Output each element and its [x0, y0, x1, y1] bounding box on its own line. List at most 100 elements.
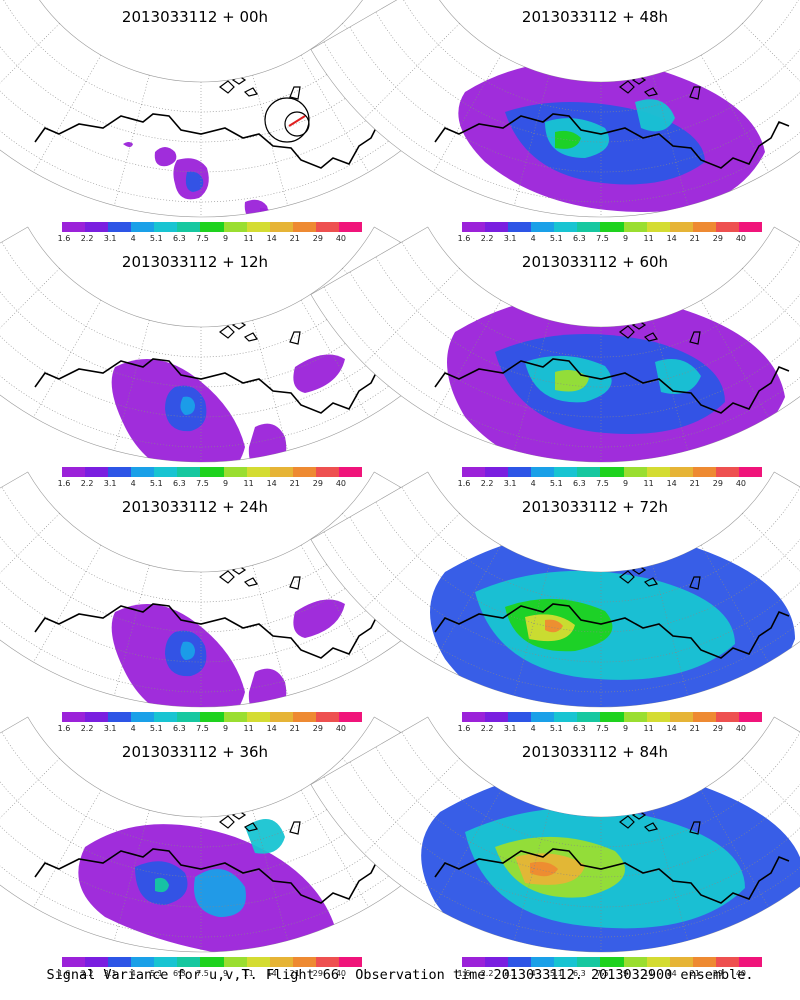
- colorbar-tick-label: 6.3: [173, 479, 186, 488]
- colorbar-tick-label: 7.5: [596, 234, 609, 243]
- colorbar-tick-label: 11: [243, 969, 254, 978]
- colorbar-swatch: [292, 222, 316, 232]
- colorbar-tick-label: 2.2: [80, 234, 94, 243]
- colorbar-swatch: [692, 467, 716, 477]
- colorbar-swatch: [200, 957, 224, 967]
- variance-shading: [78, 819, 335, 952]
- colorbar-tick-label: 1.6: [457, 969, 471, 978]
- colorbar-swatch: [223, 222, 247, 232]
- colorbar-tick-label: 3.1: [503, 724, 517, 733]
- colorbar-swatch: [738, 222, 763, 232]
- colorbar-tick-label: 21: [289, 479, 300, 488]
- colorbar-swatch: [531, 467, 555, 477]
- colorbar-tick-label: 1.6: [457, 234, 471, 243]
- colorbar-tick-label: 6.3: [573, 724, 586, 733]
- colorbar-tick-label: 4: [530, 479, 536, 488]
- colorbar-swatch: [223, 957, 247, 967]
- colorbar-tick-label: 11: [243, 724, 254, 733]
- colorbar-tick-label: 4: [130, 724, 136, 733]
- colorbar-swatch: [85, 222, 109, 232]
- colorbar-swatch: [646, 957, 670, 967]
- colorbar-swatch: [85, 957, 109, 967]
- colorbar-tick-label: 21: [689, 724, 700, 733]
- colorbar-tick-label: 7.5: [196, 479, 209, 488]
- panel-title-60h: 2013033112 + 60h: [521, 253, 669, 271]
- colorbar-tick-label: 9: [222, 724, 229, 733]
- colorbar-tick-label: 40: [335, 724, 347, 733]
- colorbar-tick-label: 21: [289, 234, 300, 243]
- colorbar-swatch: [715, 222, 739, 232]
- colorbar-swatch: [200, 712, 224, 722]
- colorbar-tick-label: 14: [666, 234, 677, 243]
- colorbar-tick-label: 40: [335, 479, 347, 488]
- colorbar-12h: [62, 467, 363, 477]
- colorbar-swatch: [338, 467, 363, 477]
- colorbar-tick-label: 40: [335, 234, 347, 243]
- colorbar-tick-label: 7.5: [196, 234, 209, 243]
- colorbar-tick-label: 21: [689, 969, 700, 978]
- variance-contour-0: [154, 147, 177, 167]
- colorbar-swatch: [315, 712, 339, 722]
- colorbar-swatch: [131, 957, 155, 967]
- variance-contour-3: [248, 423, 287, 462]
- variance-contour-5: [123, 142, 133, 147]
- colorbar-tick-label: 14: [666, 969, 677, 978]
- panel-title-24h: 2013033112 + 24h: [121, 498, 269, 516]
- colorbar-tick-label: 21: [289, 969, 300, 978]
- colorbar-84h: [462, 957, 763, 967]
- colorbar-swatch: [315, 222, 339, 232]
- colorbar-swatch: [531, 222, 555, 232]
- colorbar-swatch: [177, 957, 201, 967]
- colorbar-swatch: [669, 712, 693, 722]
- colorbar-swatch: [246, 712, 270, 722]
- colorbar-swatch: [715, 712, 739, 722]
- colorbar-swatch: [269, 467, 293, 477]
- colorbar-swatch: [738, 957, 763, 967]
- colorbar-swatch: [85, 467, 109, 477]
- colorbar-tick-label: 3.1: [503, 969, 517, 978]
- colorbar-tick-label: 3.1: [503, 234, 517, 243]
- colorbar-36h: [62, 957, 363, 967]
- colorbar-tick-label: 2.2: [80, 969, 94, 978]
- colorbar-tick-label: 9: [222, 479, 229, 488]
- colorbar-tick-label: 21: [289, 724, 300, 733]
- colorbar-tick-label: 7.5: [596, 969, 609, 978]
- colorbar-swatch: [131, 467, 155, 477]
- colorbar-tick-label: 5.1: [549, 724, 563, 733]
- colorbar-swatch: [485, 467, 509, 477]
- colorbar-tick-label: 2.2: [480, 969, 494, 978]
- map-panel-48h: [310, 0, 800, 218]
- colorbar-swatch: [508, 467, 532, 477]
- colorbar-tick-label: 11: [243, 479, 254, 488]
- variance-contour-2: [185, 171, 204, 192]
- colorbar-tick-label: 1.6: [57, 479, 71, 488]
- colorbar-tick-label: 2.2: [480, 479, 494, 488]
- colorbar-swatch: [269, 222, 293, 232]
- colorbar-swatch: [715, 957, 739, 967]
- colorbar-swatch: [200, 222, 224, 232]
- colorbar-tick-label: 4: [530, 969, 536, 978]
- colorbar-swatch: [485, 712, 509, 722]
- colorbar-tick-label: 4: [530, 724, 536, 733]
- graticule: [323, 731, 800, 952]
- colorbar-swatch: [646, 467, 670, 477]
- colorbar-swatch: [692, 712, 716, 722]
- colorbar-swatch: [338, 222, 363, 232]
- panel-title-72h: 2013033112 + 72h: [521, 498, 669, 516]
- colorbar-swatch: [462, 467, 486, 477]
- coastlines: [34, 810, 390, 904]
- colorbar-tick-label: 4: [130, 479, 136, 488]
- colorbar-swatch: [508, 222, 532, 232]
- variance-contour-2: [180, 396, 195, 415]
- colorbar-swatch: [315, 467, 339, 477]
- colorbar-tick-label: 11: [243, 234, 254, 243]
- colorbar-swatch: [62, 712, 86, 722]
- variance-shading: [430, 530, 795, 707]
- colorbar-swatch: [462, 957, 486, 967]
- colorbar-tick-label: 6.3: [173, 969, 186, 978]
- colorbar-swatch: [154, 957, 178, 967]
- colorbar-tick-label: 3.1: [103, 724, 117, 733]
- colorbar-tick-label: 3.1: [103, 234, 117, 243]
- panel-title-12h: 2013033112 + 12h: [121, 253, 269, 271]
- colorbar-tick-label: 3.1: [103, 479, 117, 488]
